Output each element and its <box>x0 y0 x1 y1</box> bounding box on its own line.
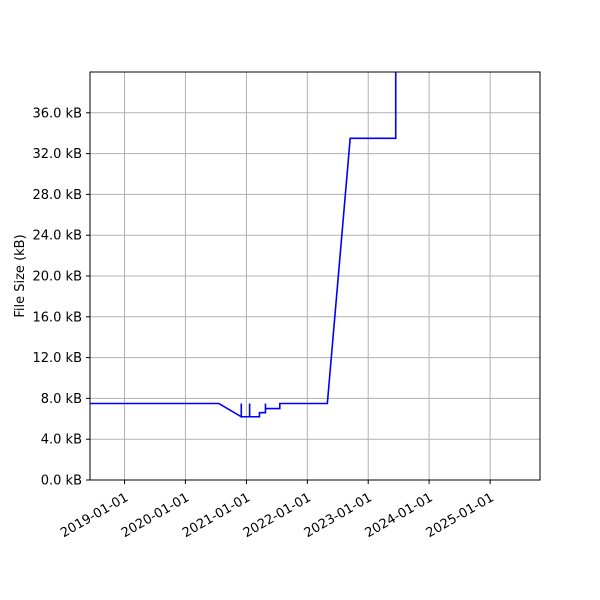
y-tick-label: 36.0 kB <box>32 106 82 121</box>
y-tick-label: 4.0 kB <box>41 433 82 448</box>
y-axis: 0.0 kB 4.0 kB 8.0 kB 12.0 kB 16.0 kB 20.0 kB 2… <box>32 106 90 489</box>
series-line <box>90 72 397 419</box>
grid <box>90 72 540 481</box>
y-axis-label: File Size (kB) <box>13 234 28 317</box>
y-tick-label: 28.0 kB <box>32 188 82 203</box>
y-tick-label: 16.0 kB <box>32 310 82 325</box>
y-tick-label: 20.0 kB <box>32 270 82 285</box>
y-tick-label: 12.0 kB <box>32 351 82 366</box>
plot-series <box>90 72 397 419</box>
y-tick-label: 8.0 kB <box>41 392 82 407</box>
y-tick-label: 32.0 kB <box>32 147 82 162</box>
y-tick-label: 0.0 kB <box>41 474 82 489</box>
y-tick-label: 24.0 kB <box>32 229 82 244</box>
